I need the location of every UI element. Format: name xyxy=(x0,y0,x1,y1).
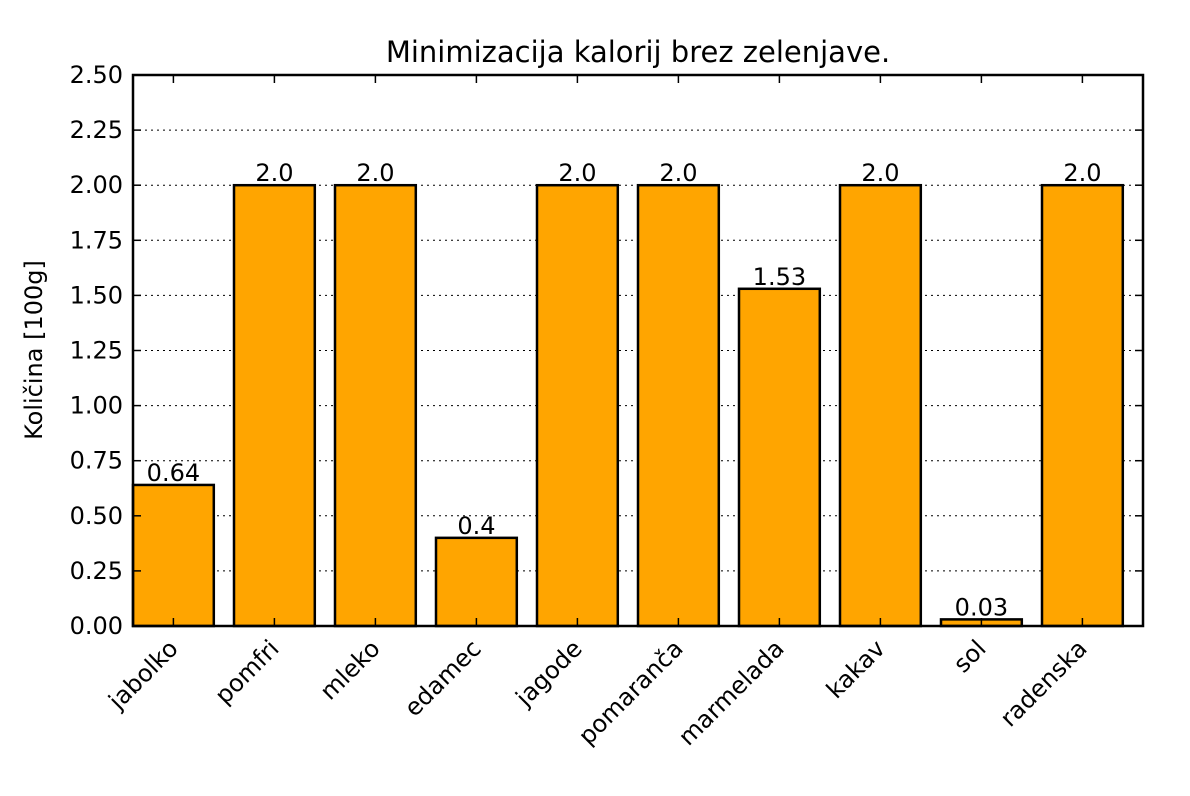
y-tick-label: 1.50 xyxy=(70,281,123,309)
bar-marmelada xyxy=(737,287,822,628)
bar-value-label: 2.0 xyxy=(1063,159,1101,187)
bar-value-label: 0.64 xyxy=(147,459,200,487)
bar-kakav xyxy=(838,183,923,628)
x-tick-label: pomfri xyxy=(209,634,284,709)
y-tick-label: 2.00 xyxy=(70,171,123,199)
bar-value-label: 2.0 xyxy=(861,159,899,187)
y-tick-label: 0.00 xyxy=(70,612,123,640)
bar-pomaranča xyxy=(636,183,721,628)
bar-value-label: 0.03 xyxy=(955,593,1008,621)
x-tick-label: radenska xyxy=(995,634,1093,732)
y-tick-label: 2.50 xyxy=(70,61,123,89)
bar-value-label: 2.0 xyxy=(356,159,394,187)
bar-value-label: 2.0 xyxy=(255,159,293,187)
x-tick-label: marmelada xyxy=(673,634,790,751)
bar-value-label: 0.4 xyxy=(457,512,495,540)
bar-value-label: 1.53 xyxy=(753,263,806,291)
x-tick-label: jabolko xyxy=(103,634,184,715)
x-tick-label: kakav xyxy=(821,634,891,704)
chart-title: Minimizacija kalorij brez zelenjave. xyxy=(386,35,890,69)
bar-pomfri xyxy=(232,183,317,628)
x-tick-label: edamec xyxy=(399,634,487,722)
y-tick-label: 1.25 xyxy=(70,337,123,365)
bar-mleko xyxy=(333,183,418,628)
y-axis-label: Količina [100g] xyxy=(20,260,48,440)
y-tick-label: 2.25 xyxy=(70,116,123,144)
x-tick-label: jagode xyxy=(510,634,588,712)
y-tick-label: 1.75 xyxy=(70,226,123,254)
y-tick-label: 1.00 xyxy=(70,392,123,420)
x-tick-label: mleko xyxy=(315,634,386,705)
bar-jagode xyxy=(535,183,620,628)
y-tick-label: 0.25 xyxy=(70,557,123,585)
bar-jabolko xyxy=(131,483,216,628)
y-tick-label: 0.75 xyxy=(70,447,123,475)
bar-value-label: 2.0 xyxy=(659,159,697,187)
x-tick-label: sol xyxy=(948,634,992,678)
bar-radenska xyxy=(1040,183,1125,628)
y-tick-label: 0.50 xyxy=(70,502,123,530)
bar-edamec xyxy=(434,536,519,628)
bar-value-label: 2.0 xyxy=(558,159,596,187)
x-tick-label: pomaranča xyxy=(573,634,689,750)
bars: 0.64 2.0 2.0 0.4 2.0 2.0 1.53 2.0 0.03 2.0 xyxy=(131,159,1125,628)
plot-frame xyxy=(131,73,1145,628)
